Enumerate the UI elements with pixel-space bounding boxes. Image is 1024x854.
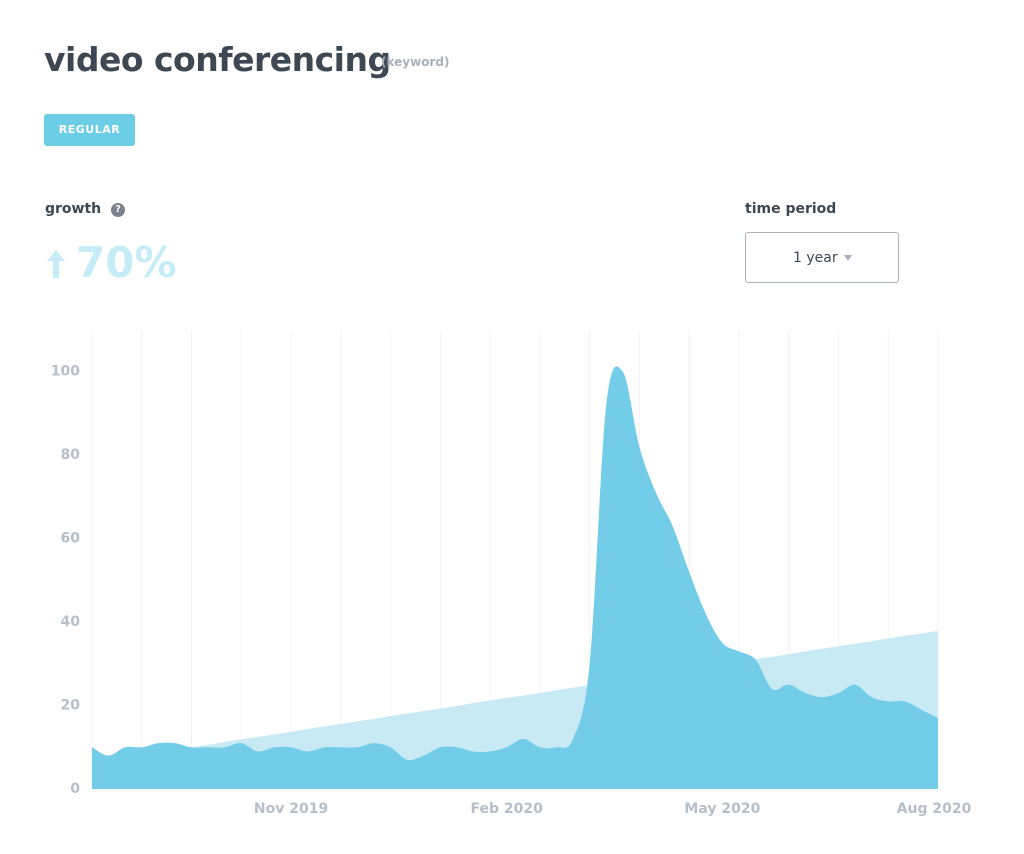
period-value: 1 year — [793, 250, 838, 266]
y-tick-label: 40 — [61, 614, 81, 630]
help-icon[interactable]: ? — [111, 203, 125, 217]
growth-label: growth — [45, 201, 102, 217]
area — [92, 366, 938, 789]
y-tick-label: 0 — [70, 781, 80, 797]
badge[interactable]: REGULAR — [44, 114, 135, 146]
y-tick-label: 20 — [61, 698, 81, 714]
x-tick-label: May 2020 — [684, 801, 760, 817]
x-tick-label: Aug 2020 — [897, 801, 972, 817]
y-tick-label: 80 — [61, 447, 81, 463]
period-label: time period — [745, 201, 837, 217]
y-tick-label: 100 — [51, 364, 80, 380]
chart: 0 20 40 60 80 100 Nov 2019 Feb 2020 May 2020 Aug … — [51, 330, 972, 817]
title: video conferencing — [44, 40, 391, 79]
x-tick-label: Feb 2020 — [471, 801, 544, 817]
growth-value: 70% — [76, 238, 177, 287]
x-tick-label: Nov 2019 — [254, 801, 328, 817]
y-tick-label: 60 — [61, 531, 81, 547]
caret — [844, 255, 852, 261]
kind: (keyword) — [381, 55, 450, 69]
arrow-up — [47, 250, 65, 278]
period-select[interactable]: 1 year — [745, 232, 899, 283]
